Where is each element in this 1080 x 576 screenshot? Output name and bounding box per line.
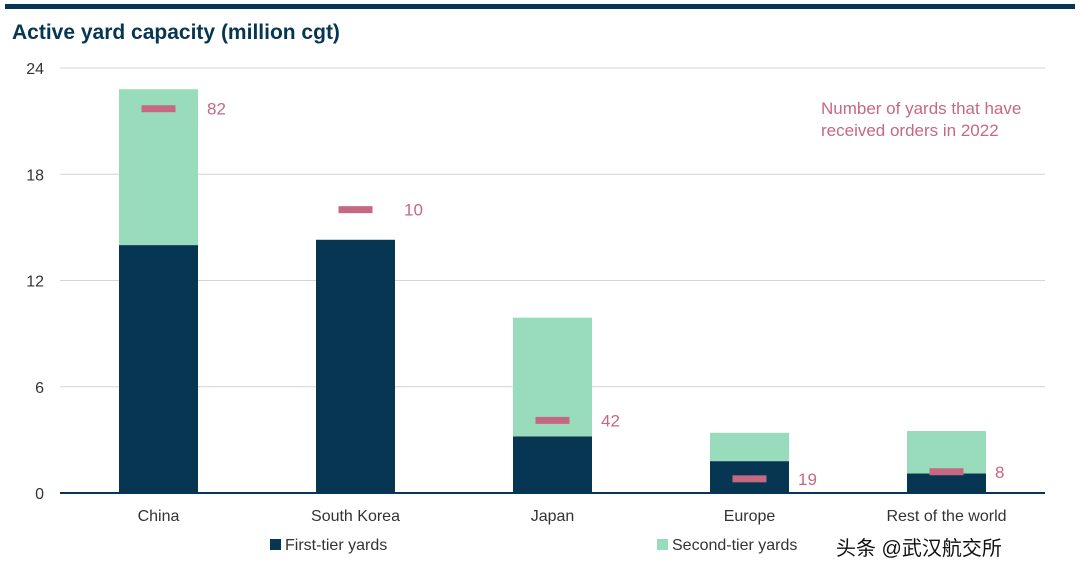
yard-count-marker <box>732 475 767 483</box>
y-tick-label: 24 <box>26 61 44 78</box>
y-tick-label: 0 <box>35 486 44 503</box>
yard-count-marker <box>141 105 176 113</box>
yard-count-label: 8 <box>995 463 1004 482</box>
yard-count-label: 42 <box>601 411 620 430</box>
x-tick-label: Europe <box>724 508 776 525</box>
annotation-line-2: received orders in 2022 <box>821 121 999 140</box>
bar-first-tier <box>119 245 198 493</box>
yard-count-marker <box>338 206 373 214</box>
bar-first-tier <box>907 473 986 493</box>
bar-first-tier <box>316 239 395 493</box>
legend-label-second-tier: Second-tier yards <box>672 537 797 554</box>
bar-second-tier <box>710 432 789 462</box>
bar-second-tier <box>119 89 198 246</box>
x-tick-label: China <box>138 508 180 525</box>
x-tick-label: Rest of the world <box>886 508 1006 525</box>
top-rule <box>5 4 1075 9</box>
bar-first-tier <box>513 436 592 493</box>
yard-count-marker <box>535 416 570 424</box>
annotation-line-1: Number of yards that have <box>821 99 1021 118</box>
legend-swatch-second-tier <box>657 539 668 550</box>
bar-second-tier <box>513 317 592 437</box>
yard-count-label: 10 <box>404 201 423 220</box>
yard-count-label: 82 <box>207 100 226 119</box>
y-tick-label: 18 <box>26 167 44 184</box>
y-tick-label: 12 <box>26 274 44 291</box>
bar-second-tier <box>907 431 986 474</box>
y-tick-label: 6 <box>35 380 44 397</box>
x-tick-label: Japan <box>531 508 575 525</box>
watermark-text: 头条 @武汉航交所 <box>836 538 1002 560</box>
yard-count-marker <box>929 468 964 476</box>
yard-count-label: 19 <box>798 470 817 489</box>
legend-swatch-first-tier <box>270 539 281 550</box>
chart-title: Active yard capacity (million cgt) <box>12 21 340 44</box>
x-tick-label: South Korea <box>311 508 400 525</box>
legend-label-first-tier: First-tier yards <box>285 537 387 554</box>
